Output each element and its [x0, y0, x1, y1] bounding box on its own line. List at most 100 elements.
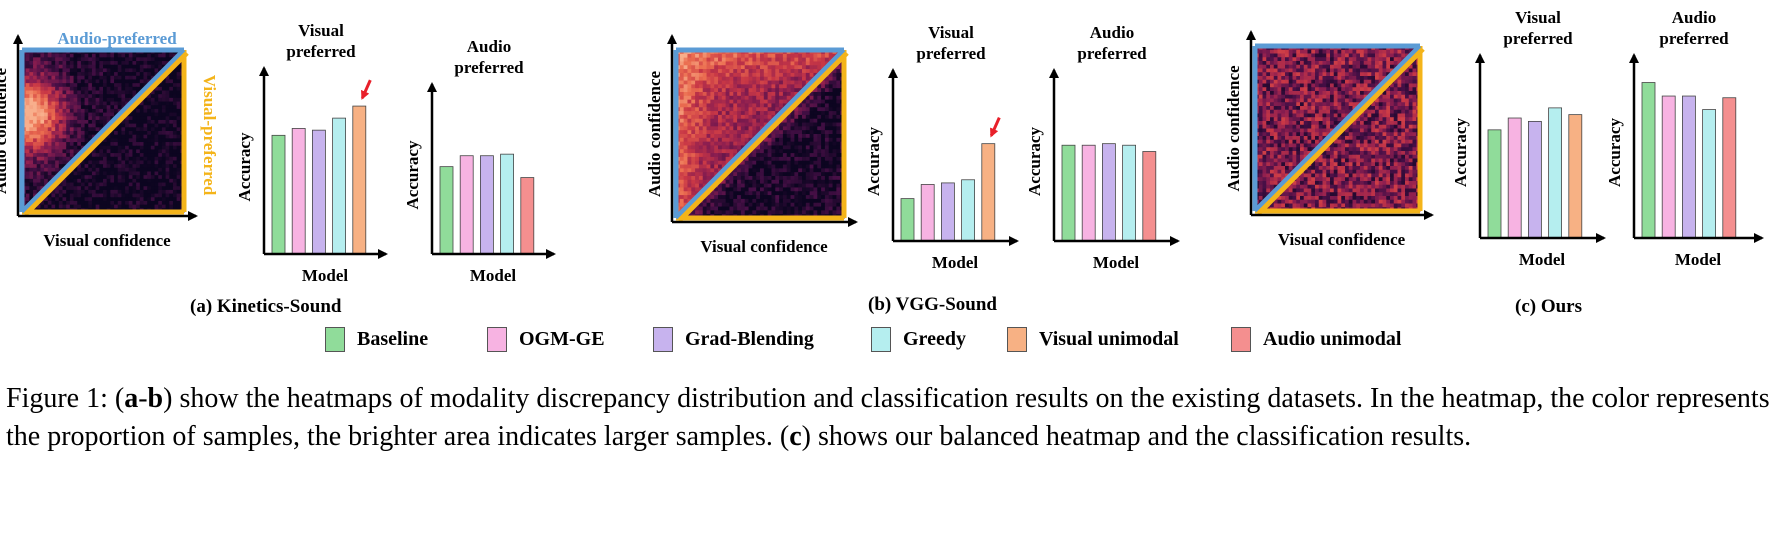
highlight-arrow-icon [989, 117, 1001, 138]
bar-ogm-ge [920, 184, 935, 242]
bar-chart [888, 68, 1019, 246]
chart-title-line1: Visual [298, 21, 344, 40]
x-axis-label: Visual confidence [700, 237, 828, 256]
diagonal-border-yellow [677, 51, 849, 223]
y-axis-label: Audio confidence [645, 71, 664, 198]
bar-baseline [1487, 129, 1502, 239]
caption-text: ) shows our balanced heatmap and the cla… [801, 420, 1472, 452]
bar-grad-blending [1102, 143, 1116, 242]
chart-title-line1: Audio [467, 37, 511, 56]
y-axis-label: Audio confidence [1224, 65, 1243, 192]
bar-ogm-ge [459, 155, 474, 255]
bar-ogm-ge [291, 128, 306, 255]
chart-title-line2: preferred [286, 42, 356, 61]
bar-grad-blending [479, 155, 494, 255]
bar-visual-unimodal [981, 143, 996, 242]
caption-bold: c [789, 420, 802, 452]
chart-title-line1: Audio [1090, 23, 1134, 42]
legend-item-grad-blending: Grad-Blending [653, 326, 871, 352]
bar-greedy [1702, 109, 1716, 239]
chart-title-line2: preferred [1503, 29, 1573, 48]
bar-chart [427, 82, 556, 259]
audio-preferred-label: Audio-preferred [57, 29, 177, 48]
bar-greedy [500, 153, 515, 255]
bar-greedy [961, 179, 975, 242]
legend-swatch [653, 326, 673, 352]
legend-swatch [487, 326, 507, 352]
bar-audio-unimodal [1142, 151, 1157, 242]
bar-grad-blending [941, 182, 955, 242]
legend-swatch [871, 326, 891, 352]
legend-item-visual-unimodal: Visual unimodal [1007, 326, 1231, 352]
bar-chart [259, 66, 388, 259]
legend-item-baseline: Baseline [325, 326, 487, 352]
legend-swatch [1231, 326, 1251, 352]
diagonal-border-blue [674, 48, 846, 220]
bar-grad-blending [1682, 95, 1696, 239]
bar-audio-unimodal [520, 177, 535, 255]
x-axis-label: Model [1093, 253, 1140, 272]
chart-title-line2: preferred [1077, 44, 1147, 63]
bar-greedy [1122, 144, 1136, 242]
chart-title-line2: preferred [916, 44, 986, 63]
bar-visual-unimodal [352, 105, 367, 255]
legend-label: Grad-Blending [685, 327, 814, 350]
bar-chart [1049, 68, 1180, 246]
legend-item-greedy: Greedy [871, 326, 1007, 352]
caption-text: - [138, 383, 148, 414]
chart-title-line2: preferred [454, 58, 524, 77]
figure-canvas: Visual confidence Audio confidence Audio-p… [0, 8, 1764, 285]
y-axis-label: Accuracy [864, 127, 883, 196]
legend-swatch [1007, 326, 1027, 352]
sub-caption-c: (c) Ours [1515, 296, 1583, 317]
legend-item-audio-unimodal: Audio unimodal [1231, 326, 1431, 352]
bar-greedy [1548, 107, 1562, 239]
legend-label: Baseline [357, 327, 429, 350]
bar-baseline [900, 198, 915, 242]
x-axis-label: Visual confidence [43, 231, 171, 250]
bar-ogm-ge [1081, 144, 1096, 242]
bar-ogm-ge [1661, 95, 1676, 239]
chart-title-line1: Audio [1672, 8, 1716, 27]
diagonal-border-yellow [23, 51, 189, 217]
bar-chart [1629, 53, 1764, 243]
y-axis-label: Audio confidence [0, 68, 10, 195]
heatmap [22, 50, 185, 213]
bar-baseline [271, 134, 286, 255]
caption-label: Figure 1: ( [6, 383, 125, 414]
caption-bold: a [124, 383, 139, 414]
bar-baseline [439, 166, 454, 255]
diagonal-border-blue [20, 48, 186, 214]
x-axis-label: Model [470, 266, 517, 285]
bar-baseline [1061, 144, 1076, 242]
bar-audio-unimodal [1722, 97, 1737, 239]
diagonal-border-yellow [1256, 47, 1425, 216]
figure-caption: Figure 1: (a-b) show the heatmaps of mod… [6, 380, 1784, 455]
y-axis-label: Accuracy [1605, 118, 1624, 187]
legend-label: OGM-GE [519, 327, 605, 350]
legend-label: Visual unimodal [1039, 327, 1179, 350]
legend-label: Greedy [903, 327, 966, 350]
y-axis-label: Accuracy [1451, 118, 1470, 187]
y-axis-label: Accuracy [235, 132, 254, 201]
x-axis-label: Model [302, 266, 349, 285]
bar-grad-blending [1528, 120, 1542, 239]
bar-grad-blending [311, 129, 326, 255]
diagonal-border-blue [1253, 44, 1422, 213]
y-axis-label: Accuracy [1025, 127, 1044, 196]
highlight-arrow-icon [360, 79, 372, 100]
bar-greedy [332, 117, 347, 255]
legend: Baseline OGM-GE Grad-Blending Greedy Vis… [325, 324, 1431, 354]
x-axis-label: Visual confidence [1278, 230, 1406, 249]
visual-preferred-label: Visual-preferred [200, 75, 219, 196]
legend-item-ogm-ge: OGM-GE [487, 326, 653, 352]
chart-title-line1: Visual [928, 23, 974, 42]
bar-ogm-ge [1507, 117, 1522, 239]
bar-baseline [1641, 82, 1656, 239]
sub-caption-a: (a) Kinetics-Sound [190, 296, 342, 317]
caption-text: ) show the heatmaps of modality discrepa… [6, 383, 1770, 452]
x-axis-label: Model [1519, 250, 1566, 269]
legend-swatch [325, 326, 345, 352]
bar-chart [1475, 53, 1606, 243]
bar-visual-unimodal [1568, 114, 1583, 239]
